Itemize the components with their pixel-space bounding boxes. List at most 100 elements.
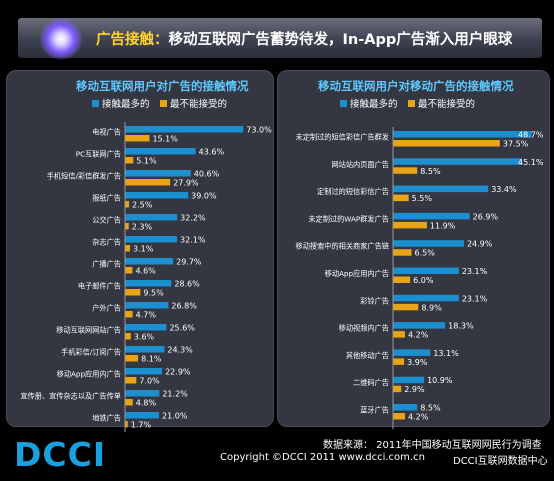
bar-contact [393, 131, 532, 138]
data-source: 数据来源： 2011年中国移动互联网网民行为调查 [323, 440, 542, 451]
value-label-reject: 37.5% [503, 140, 529, 149]
value-label-reject: 15.1% [152, 135, 178, 144]
value-label-reject: 2.5% [132, 201, 153, 210]
bar-contact [393, 322, 446, 329]
value-label-reject: 3.6% [134, 333, 155, 342]
legend-swatch-blue [340, 100, 347, 107]
value-label-contact: 39.0% [191, 192, 217, 201]
bar-reject [125, 421, 128, 428]
legend-swatch-orange [408, 100, 415, 107]
bar-reject [393, 303, 419, 311]
bar-reject [393, 249, 412, 256]
value-label-reject: 5.5% [412, 194, 433, 203]
bar-contact [393, 212, 470, 220]
bar-reject [393, 413, 405, 420]
glow-icon [40, 18, 82, 60]
bar-contact [393, 376, 425, 384]
value-label-contact: 43.6% [199, 148, 225, 157]
bar-contact [125, 280, 172, 287]
value-label-contact: 24.3% [167, 346, 193, 355]
bar-reject [393, 194, 409, 202]
category-label: 移动搜索中的相关商家广告链 [296, 242, 389, 251]
bar-contact [125, 214, 178, 221]
right-legend-contact: 接触最多的 [340, 96, 398, 110]
value-label-contact: 48.7% [518, 131, 544, 140]
bar-reject [393, 385, 402, 393]
value-label-reject: 27.9% [173, 179, 199, 188]
bar-contact [125, 170, 191, 177]
left-legend-reject: 最不能接受的 [160, 96, 227, 110]
right-legend-reject: 最不能接受的 [408, 96, 475, 110]
value-label-contact: 23.1% [462, 267, 488, 276]
category-label: 地铁广告 [92, 414, 121, 423]
value-label-reject: 4.8% [136, 399, 157, 408]
value-label-contact: 28.6% [174, 280, 200, 289]
bar-reject [125, 179, 171, 186]
value-label-contact: 8.5% [420, 404, 441, 413]
bar-contact [393, 185, 489, 193]
bar-contact [125, 390, 160, 397]
category-label: PC互联网广告 [76, 150, 121, 159]
bar-reject [393, 221, 427, 229]
bar-reject [125, 355, 139, 362]
bar-reject [125, 333, 131, 340]
bar-contact [125, 302, 169, 309]
bar-reject [125, 267, 133, 274]
category-label: 移动互联网网站广告 [56, 326, 121, 335]
value-label-reject: 6.5% [415, 249, 436, 258]
bar-contact [393, 240, 464, 247]
bar-contact [125, 148, 196, 155]
value-label-contact: 21.2% [162, 390, 188, 399]
category-label: 移动视频内广告 [339, 324, 389, 333]
value-label-contact: 32.1% [180, 236, 206, 245]
category-label: 报纸广告 [92, 194, 121, 203]
value-label-reject: 4.7% [136, 311, 157, 320]
bar-contact [125, 258, 174, 265]
bar-contact [125, 368, 163, 375]
value-label-contact: 21.0% [162, 412, 188, 421]
dcci-logo-text: DCCI [14, 436, 106, 472]
bar-contact [125, 324, 167, 331]
bar-reject [125, 201, 130, 208]
value-label-reject: 4.2% [408, 413, 429, 422]
bar-contact [125, 192, 189, 199]
value-label-reject: 6.0% [413, 276, 434, 285]
value-label-contact: 24.9% [467, 240, 493, 249]
bar-reject [393, 358, 405, 365]
bar-reject [393, 331, 405, 338]
value-label-reject: 2.3% [132, 223, 153, 232]
value-label-contact: 13.1% [433, 349, 459, 358]
bar-contact [393, 349, 431, 356]
category-label: 彩铃广告 [360, 296, 389, 305]
category-label: 其他移动广告 [346, 351, 389, 360]
legend-swatch-blue [92, 100, 99, 107]
category-label: 广播广告 [92, 260, 121, 269]
banner-text: 移动互联网广告蓄势待发，In-App广告渐入用户眼球 [168, 32, 513, 48]
category-label: 电子邮件广告 [78, 282, 121, 291]
value-label-contact: 73.0% [246, 126, 272, 135]
value-label-reject: 9.5% [143, 289, 164, 298]
value-label-reject: 8.9% [421, 303, 442, 312]
category-label: 定制过的短信彩信广告 [317, 187, 389, 196]
bar-contact [393, 158, 522, 165]
value-label-contact: 32.2% [180, 214, 206, 223]
value-label-contact: 33.4% [491, 185, 517, 194]
bar-contact [393, 294, 459, 302]
value-label-reject: 8.5% [420, 167, 441, 176]
value-label-contact: 10.9% [427, 376, 453, 385]
value-label-reject: 3.9% [407, 358, 428, 367]
value-label-reject: 1.7% [131, 421, 152, 430]
value-label-contact: 18.3% [448, 322, 474, 331]
org-name: DCCI互联网数据中心 [453, 456, 548, 467]
value-label-reject: 5.1% [136, 157, 157, 166]
value-label-contact: 26.8% [171, 302, 197, 311]
bar-contact [125, 236, 178, 243]
bar-contact [125, 412, 160, 419]
value-label-reject: 7.0% [139, 377, 160, 386]
value-label-contact: 40.6% [194, 170, 220, 179]
value-label-reject: 4.6% [135, 267, 156, 276]
category-label: 二维码广告 [353, 378, 389, 387]
bar-reject [393, 167, 418, 174]
bar-contact [393, 267, 459, 274]
